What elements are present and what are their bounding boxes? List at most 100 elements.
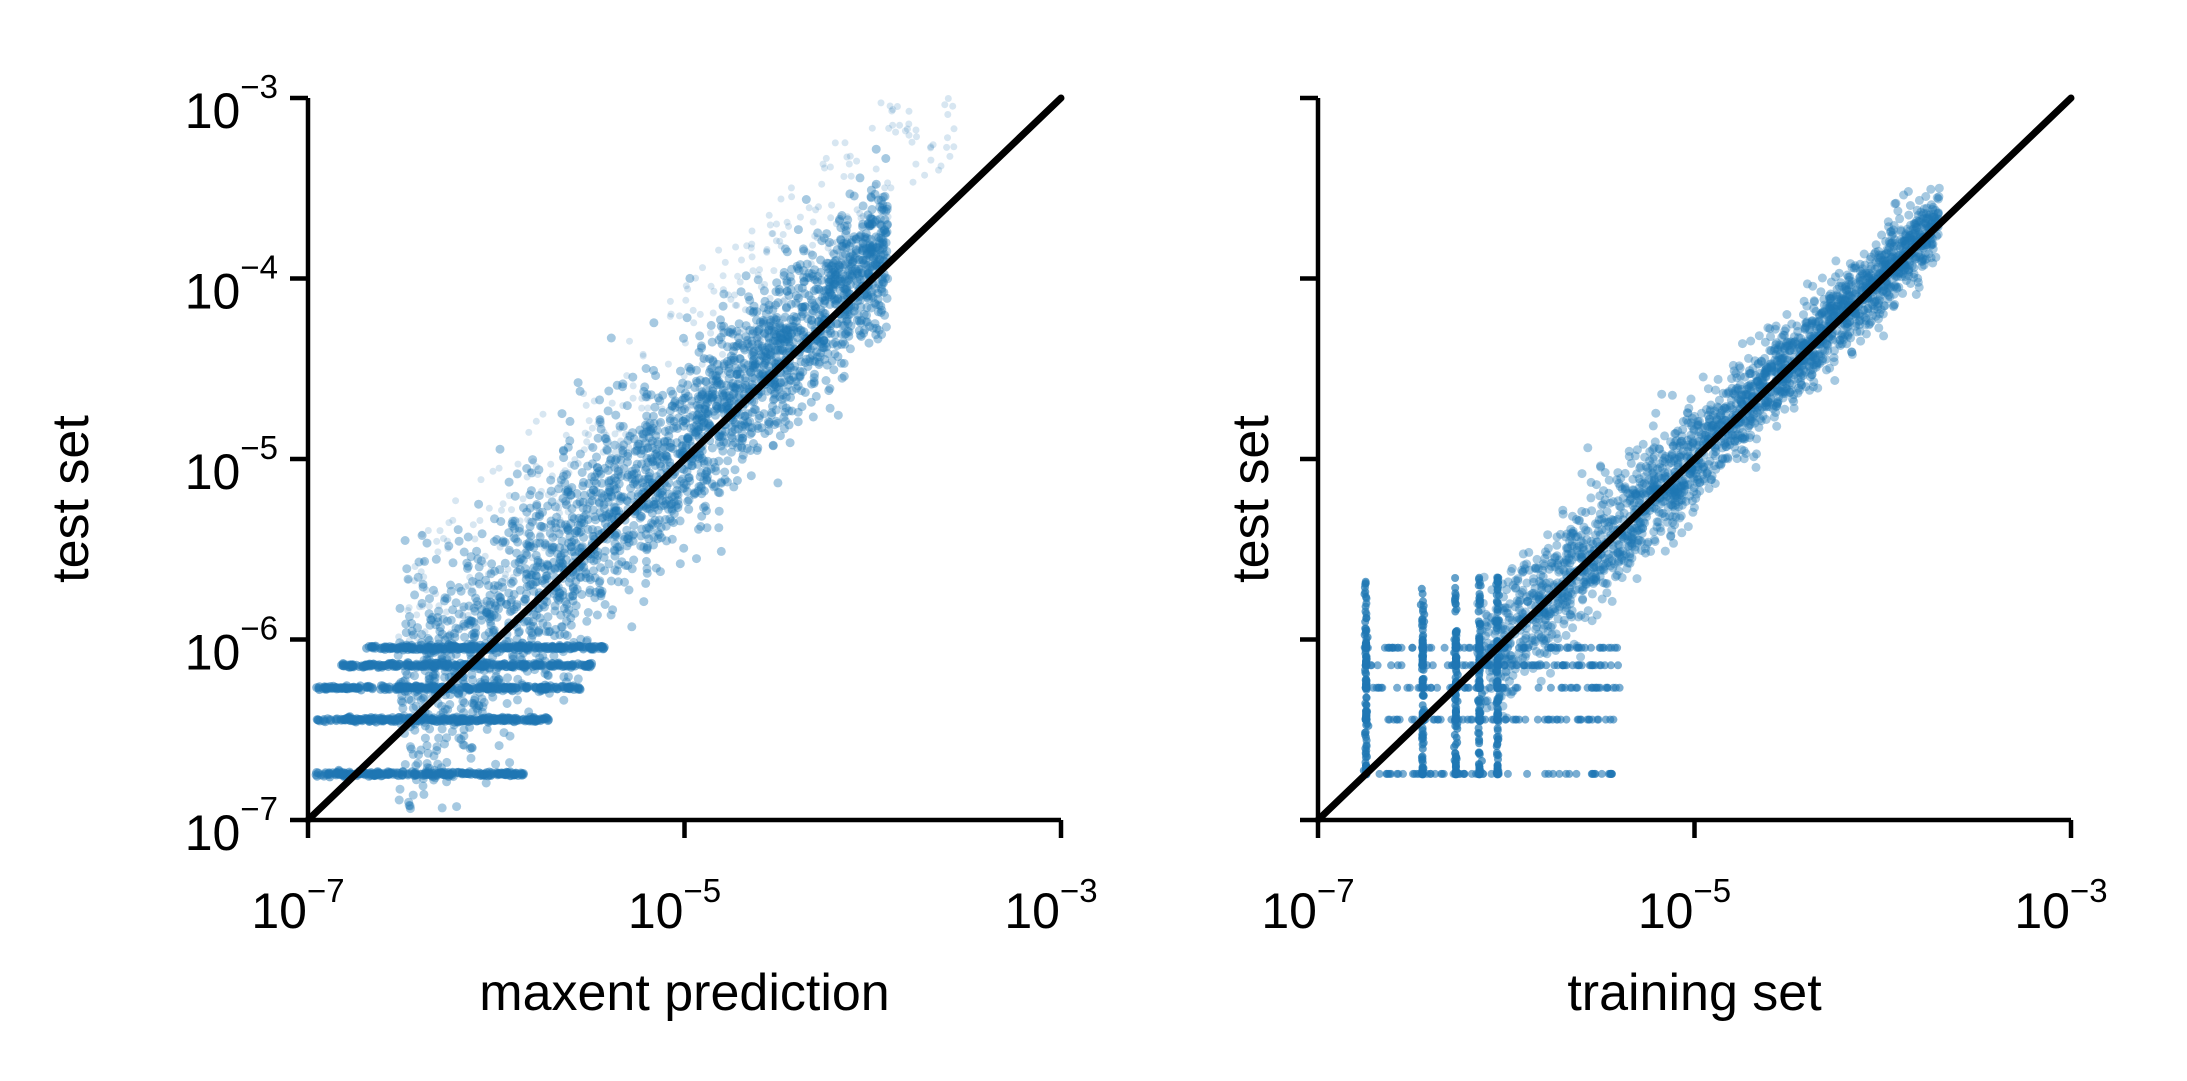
scatter-point — [566, 490, 576, 500]
scatter-point — [400, 760, 410, 769]
scatter-point — [642, 389, 652, 399]
scatter-point — [419, 789, 429, 799]
scatter-point — [442, 733, 452, 743]
scatter-point — [521, 594, 530, 604]
scatter-point — [689, 306, 697, 314]
scatter-point — [645, 424, 653, 432]
scatter-point — [716, 332, 726, 342]
scatter-point — [635, 439, 645, 449]
scatter-point — [772, 278, 782, 288]
scatter-point — [547, 460, 555, 468]
scatter-point — [858, 201, 868, 211]
scatter-point — [696, 481, 706, 491]
scatter-point — [476, 682, 486, 692]
scatter-point — [763, 247, 770, 255]
scatter-point — [767, 316, 775, 324]
scatter-point — [419, 558, 427, 565]
scatter-point — [746, 471, 756, 481]
scatter-point — [739, 358, 749, 368]
scatter-point — [616, 455, 626, 465]
scatter-point — [532, 562, 542, 572]
scatter-point — [460, 715, 470, 725]
scatter-point — [791, 377, 801, 387]
scatter-point — [616, 492, 626, 502]
scatter-point — [471, 769, 481, 779]
scatter-point — [535, 613, 545, 623]
scatter-point — [574, 459, 582, 467]
scatter-point — [555, 630, 565, 640]
scatter-point — [574, 528, 584, 538]
scatter-point — [832, 341, 842, 350]
scatter-point — [499, 500, 507, 508]
scatter-point — [766, 221, 774, 229]
scatter-point — [506, 578, 516, 588]
scatter-point — [653, 393, 663, 403]
scatter-point — [585, 585, 595, 595]
scatter-point — [738, 256, 745, 264]
scatter-point — [728, 328, 736, 336]
scatter-point — [435, 602, 443, 610]
scatter-point — [822, 342, 832, 352]
scatter-point — [400, 536, 410, 545]
scatter-point — [710, 481, 720, 491]
scatter-point — [595, 576, 605, 586]
scatter-point — [735, 384, 745, 394]
scatter-point — [577, 514, 587, 524]
scatter-point — [500, 643, 509, 652]
scatter-point — [862, 250, 872, 260]
scatter-point — [498, 682, 508, 692]
scatter-point — [697, 489, 707, 499]
scatter-point — [653, 527, 663, 537]
scatter-point — [596, 563, 606, 573]
scatter-point — [705, 367, 714, 377]
scatter-point — [809, 373, 819, 383]
scatter-point — [736, 442, 746, 451]
scatter-point — [881, 228, 891, 238]
scatter-point — [803, 314, 813, 324]
scatter-point — [526, 570, 536, 580]
scatter-point — [630, 446, 640, 456]
scatter-point — [558, 494, 568, 503]
scatter-point — [588, 459, 597, 469]
scatter-point — [871, 258, 880, 268]
scatter-point — [820, 354, 830, 364]
scatter-point — [683, 434, 692, 444]
scatter-point — [694, 412, 704, 422]
scatter-point — [683, 380, 693, 390]
scatter-point — [611, 410, 621, 420]
scatter-point — [551, 624, 561, 634]
scatter-point — [585, 573, 594, 582]
scatter-point — [641, 529, 651, 539]
scatter-point — [770, 267, 778, 275]
scatter-point — [838, 260, 848, 270]
scatter-point — [847, 235, 857, 245]
scatter-point — [408, 749, 418, 759]
scatter-point — [681, 339, 689, 347]
scatter-point — [486, 769, 496, 779]
scatter-point — [787, 184, 795, 192]
scatter-point — [433, 613, 442, 622]
scatter-point — [623, 372, 631, 380]
scatter-point — [452, 802, 462, 812]
scatter-point — [775, 287, 784, 297]
scatter-point — [858, 222, 868, 232]
scatter-point — [653, 437, 663, 447]
scatter-point — [775, 330, 785, 339]
scatter-point — [709, 309, 717, 317]
scatter-point — [865, 213, 875, 223]
scatter-point — [544, 491, 552, 499]
scatter-point — [641, 556, 651, 566]
scatter-point — [693, 486, 703, 496]
scatter-point — [927, 144, 935, 152]
scatter-point — [711, 376, 721, 386]
scatter-point — [690, 383, 700, 392]
scatter-point — [851, 248, 861, 258]
scatter-point — [471, 535, 479, 543]
scatter-point — [730, 424, 740, 434]
scatter-point — [927, 156, 935, 164]
scatter-point — [655, 493, 665, 503]
scatter-point — [782, 276, 792, 286]
scatter-point — [624, 585, 634, 595]
scatter-point — [719, 286, 727, 294]
scatter-point — [451, 598, 461, 608]
